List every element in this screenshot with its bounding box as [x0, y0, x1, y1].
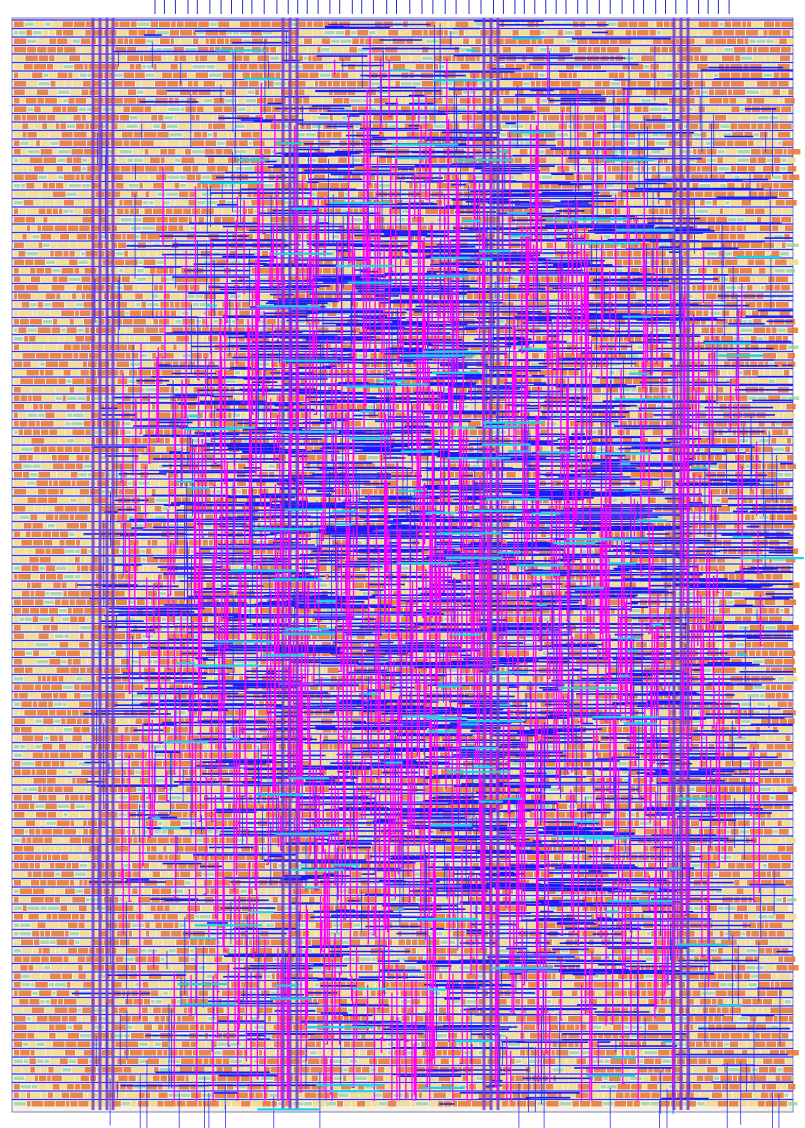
- io-pin: [154, 0, 730, 14]
- power-strap: [91, 18, 690, 1110]
- metal-vertical: [120, 35, 763, 1101]
- metal-cyan: [151, 37, 804, 1111]
- metal-vertical-thin: [94, 23, 781, 1128]
- cell-fill: [13, 21, 799, 1107]
